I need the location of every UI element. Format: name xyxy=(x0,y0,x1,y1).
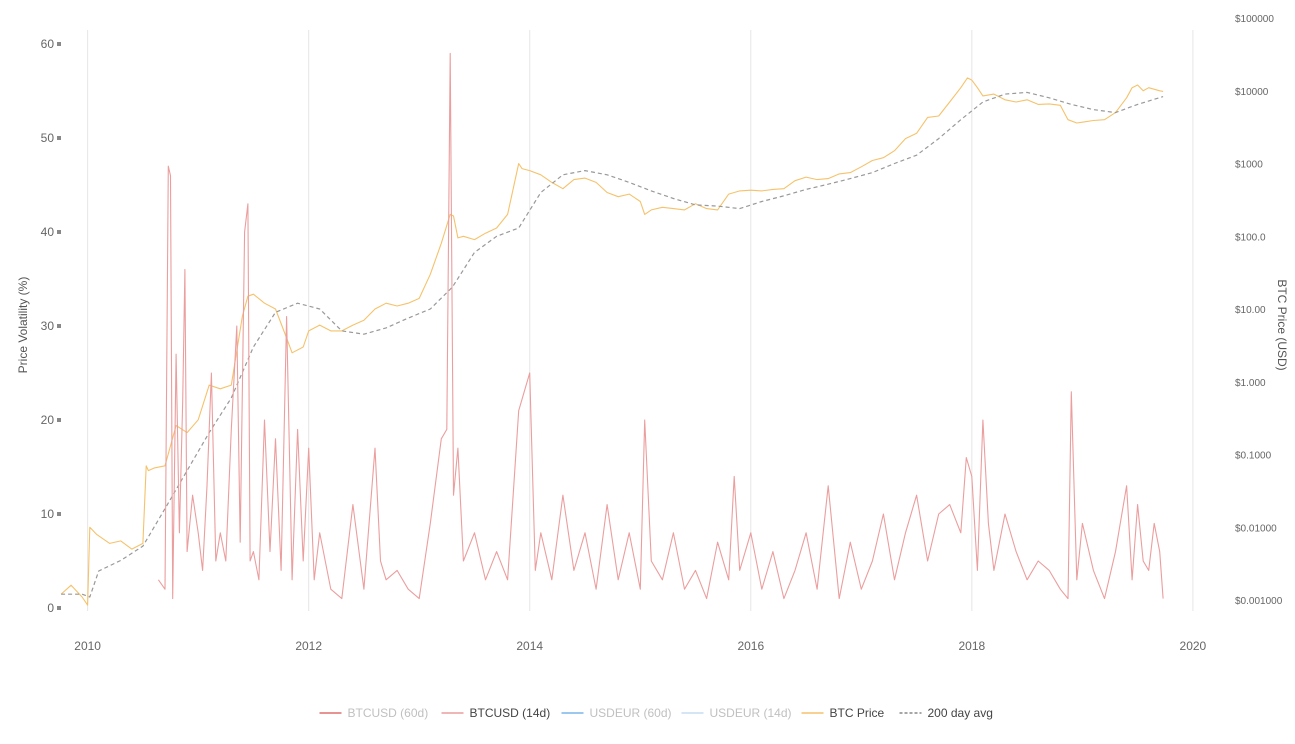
x-tick-label: 2014 xyxy=(516,639,543,653)
y-left-tick-label: 0 xyxy=(47,601,54,615)
x-tick-label: 2018 xyxy=(958,639,985,653)
y-right-tick-label: $0.01000 xyxy=(1235,523,1277,534)
legend-item[interactable]: BTCUSD (60d) xyxy=(319,706,429,720)
y-right-tick-label: $100000 xyxy=(1235,14,1274,25)
y-left-tick-label: 10 xyxy=(41,507,55,521)
series-layer xyxy=(60,52,1164,606)
y-left-tick-mark xyxy=(57,136,61,140)
chart-legend: BTCUSD (60d) BTCUSD (14d) USDEUR (60d) USDE… xyxy=(319,706,993,720)
legend-label: USDEUR (60d) xyxy=(590,706,672,720)
y-left-tick-mark xyxy=(57,42,61,46)
y-left-tick-mark xyxy=(57,512,61,516)
y-left-tick-mark xyxy=(57,324,61,328)
series-line-btcusd-14d xyxy=(157,52,1164,600)
y-right-tick-label: $100.0 xyxy=(1235,232,1266,243)
y-right-axis-title: BTC Price (USD) xyxy=(1275,279,1289,370)
legend-item[interactable]: BTCUSD (14d) xyxy=(441,706,551,720)
y-right-tick-label: $0.1000 xyxy=(1235,451,1272,462)
x-axis-ticks: 2010 2012 2014 2016 2018 2020 xyxy=(74,639,1206,653)
y-right-tick-label: $10.00 xyxy=(1235,305,1266,316)
x-tick-label: 2020 xyxy=(1180,639,1207,653)
grid-lines xyxy=(87,30,1194,611)
x-tick-label: 2016 xyxy=(737,639,764,653)
legend-item[interactable]: USDEUR (60d) xyxy=(561,706,672,720)
legend-label: BTC Price xyxy=(830,706,885,720)
y-left-tick-mark xyxy=(57,606,61,610)
y-right-tick-label: $0.001000 xyxy=(1235,596,1283,607)
y-left-tick-mark xyxy=(57,230,61,234)
y-left-tick-label: 50 xyxy=(41,131,55,145)
legend-item[interactable]: BTC Price xyxy=(801,706,885,720)
y-left-axis-ticks: 0 10 20 30 40 50 60 xyxy=(41,37,61,615)
y-left-tick-mark xyxy=(57,418,61,422)
legend-item[interactable]: 200 day avg xyxy=(899,706,993,720)
y-left-tick-label: 20 xyxy=(41,413,55,427)
y-left-tick-label: 40 xyxy=(41,225,55,239)
y-left-tick-label: 30 xyxy=(41,319,55,333)
x-tick-label: 2010 xyxy=(74,639,101,653)
y-right-axis-ticks: $0.001000 $0.01000 $0.1000 $1.000 $10.00 $100… xyxy=(1235,14,1283,607)
series-line-btc-price xyxy=(60,77,1164,606)
legend-label: BTCUSD (14d) xyxy=(470,706,551,720)
x-tick-label: 2012 xyxy=(295,639,322,653)
y-right-tick-label: $1000 xyxy=(1235,160,1263,171)
legend-label: 200 day avg xyxy=(928,706,993,720)
y-left-tick-label: 60 xyxy=(41,37,55,51)
y-left-axis-title: Price Volatility (%) xyxy=(16,277,30,374)
legend-item[interactable]: USDEUR (14d) xyxy=(681,706,792,720)
legend-label: USDEUR (14d) xyxy=(710,706,792,720)
y-right-tick-label: $1.000 xyxy=(1235,378,1266,389)
y-right-tick-label: $10000 xyxy=(1235,87,1269,98)
legend-label: BTCUSD (60d) xyxy=(348,706,429,720)
series-line-200-day-avg xyxy=(61,91,1164,598)
